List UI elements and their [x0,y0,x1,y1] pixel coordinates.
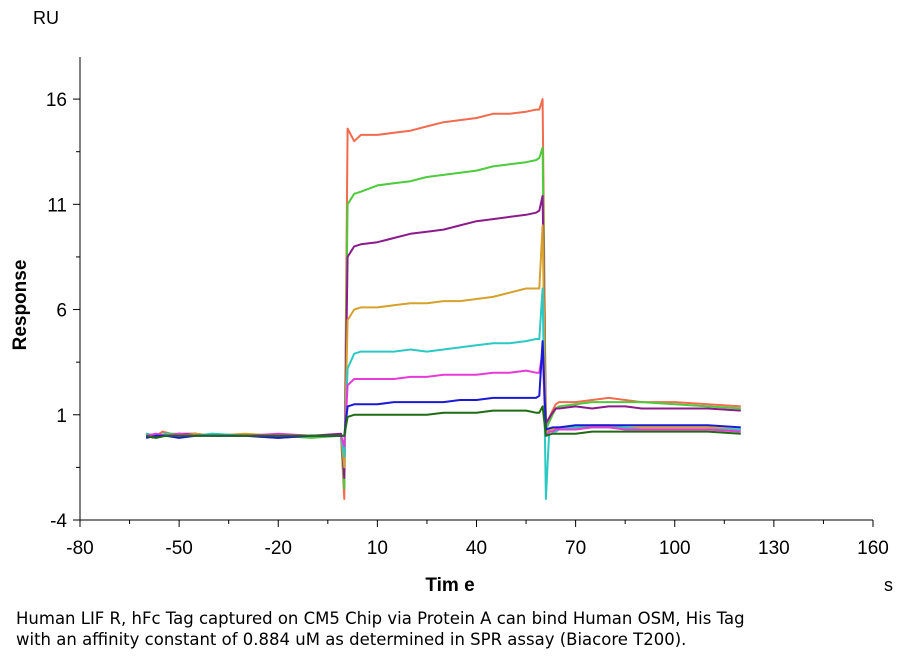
x-tick-label: 130 [758,538,790,559]
y-tick-label: -4 [50,511,67,532]
x-tick-label: 10 [367,538,388,559]
series-group [145,98,741,500]
x-tick-label: 160 [857,538,889,559]
x-unit-label: s [884,575,893,595]
sensorgram-chart: -4 1 6 11 16 -80 -50 -20 10 40 70 100 130 160 RU Res… [10,8,893,596]
series-line-1 [145,98,741,500]
caption-line-1: Human LIF R, hFc Tag captured on CM5 Chi… [16,609,745,628]
y-unit-label: RU [33,8,59,28]
x-tick-label: 40 [466,538,487,559]
x-tick-label: -50 [165,538,192,559]
axes [79,57,873,521]
series-line-7 [145,340,741,439]
y-axis-title: Response [10,260,31,351]
series-line-8 [145,405,741,439]
figure-caption: Human LIF R, hFc Tag captured on CM5 Chi… [16,608,886,650]
series-line-6 [145,350,741,448]
y-tick-label: 1 [56,406,67,427]
x-tick-label: -80 [66,538,93,559]
x-tick-label: 70 [565,538,586,559]
x-ticks: -80 -50 -20 10 40 70 100 130 160 [66,520,889,559]
y-tick-label: 16 [46,90,67,111]
series-line-2 [145,146,741,490]
series-line-5 [145,287,741,500]
caption-line-2: with an affinity constant of 0.884 uM as… [16,630,687,649]
y-tick-label: 11 [47,195,67,216]
x-axis-title: Tim e [425,575,474,596]
y-tick-label: 6 [56,301,67,322]
x-tick-label: -20 [265,538,292,559]
x-tick-label: 100 [659,538,691,559]
